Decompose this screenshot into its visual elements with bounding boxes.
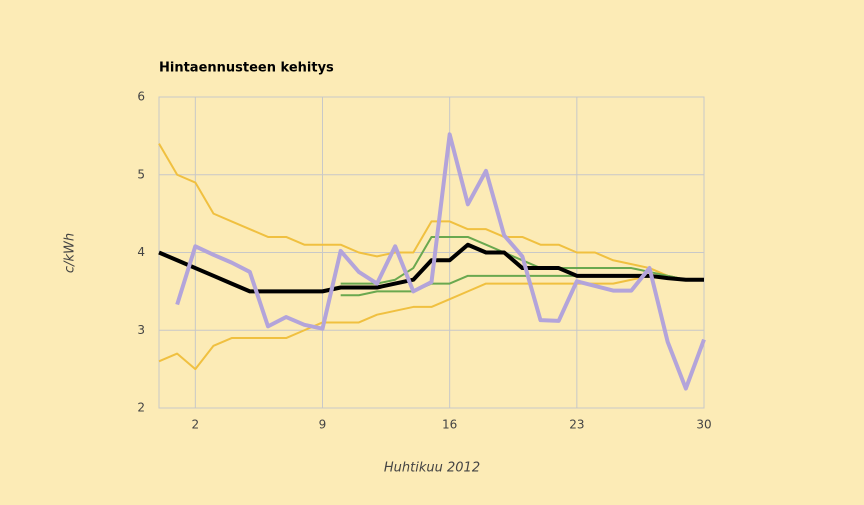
series-line <box>158 143 704 281</box>
y-tick-label: 3 <box>137 323 145 337</box>
x-tick-label: 16 <box>442 418 457 432</box>
series-line <box>175 132 706 391</box>
y-axis-label: c/kWh <box>63 233 78 273</box>
y-tick-label: 4 <box>137 245 145 259</box>
x-tick-label: 9 <box>319 418 327 432</box>
y-tick-label: 2 <box>137 401 145 415</box>
x-axis-label: Huhtikuu 2012 <box>384 461 480 476</box>
x-tick-label: 30 <box>696 418 711 432</box>
series-line <box>158 242 704 294</box>
x-tick-label: 23 <box>569 418 584 432</box>
chart-title: Hintaennusteen kehitys <box>159 61 334 76</box>
y-tick-label: 6 <box>137 90 145 104</box>
y-tick-label: 5 <box>137 167 145 181</box>
x-tick-label: 2 <box>192 418 200 432</box>
series-line <box>158 274 704 371</box>
